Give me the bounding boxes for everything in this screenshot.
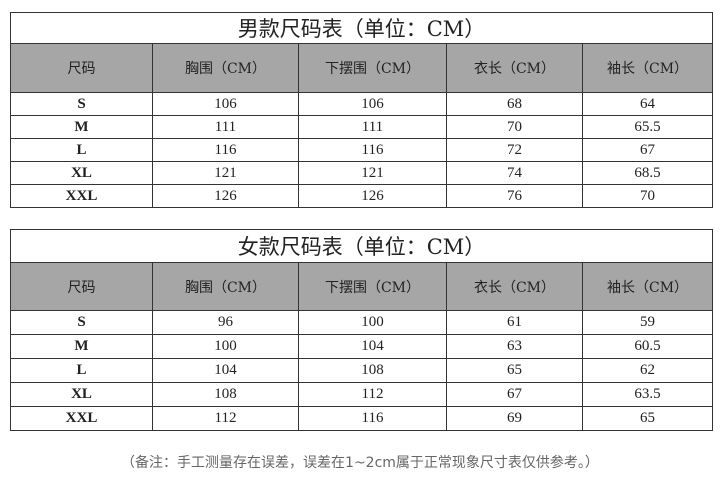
men-header-row: 尺码 胸围（CM） 下摆围（CM） 衣长（CM） 袖长（CM） xyxy=(10,43,714,93)
measurement-cell: 70 xyxy=(581,184,714,208)
measurement-cell: 100 xyxy=(298,310,447,335)
men-size-table: 男款尺码表（单位：CM） 尺码 胸围（CM） 下摆围（CM） 衣长（CM） 袖长（CM）… xyxy=(9,12,714,208)
measurement-cell: 59 xyxy=(581,310,714,335)
measurement-cell: 69 xyxy=(446,406,583,431)
table-row: M 111 111 70 65.5 xyxy=(10,115,714,139)
table-row: XL 121 121 74 68.5 xyxy=(10,161,714,185)
footnote: （备注：手工测量存在误差，误差在1~2cm属于正常现象尺寸表仅供参考。） xyxy=(121,455,599,471)
measurement-cell: 111 xyxy=(298,115,447,139)
column-header: 尺码 xyxy=(10,262,153,311)
women-table-title: 女款尺码表（单位：CM） xyxy=(9,229,714,263)
measurement-cell: 112 xyxy=(298,382,447,407)
size-cell: M xyxy=(10,115,153,139)
size-cell: M xyxy=(10,334,153,359)
size-cell: XL xyxy=(10,161,153,185)
measurement-cell: 106 xyxy=(298,92,447,116)
measurement-cell: 116 xyxy=(152,138,299,162)
women-header-row: 尺码 胸围（CM） 下摆围（CM） 衣长（CM） 袖长（CM） xyxy=(10,262,714,311)
size-cell: L xyxy=(10,138,153,162)
column-header: 衣长（CM） xyxy=(446,43,583,93)
column-header: 袖长（CM） xyxy=(581,262,714,311)
measurement-cell: 74 xyxy=(446,161,583,185)
women-size-table: 女款尺码表（单位：CM） 尺码 胸围（CM） 下摆围（CM） 衣长（CM） 袖长（CM）… xyxy=(9,229,714,431)
column-header: 袖长（CM） xyxy=(581,43,714,93)
table-row: XXL 112 116 69 65 xyxy=(10,406,714,431)
measurement-cell: 64 xyxy=(581,92,714,116)
table-row: XL 108 112 67 63.5 xyxy=(10,382,714,407)
column-header: 下摆围（CM） xyxy=(298,43,447,93)
size-cell: S xyxy=(10,92,153,116)
column-header: 胸围（CM） xyxy=(152,262,299,311)
measurement-cell: 67 xyxy=(581,138,714,162)
measurement-cell: 108 xyxy=(152,382,299,407)
measurement-cell: 70 xyxy=(446,115,583,139)
measurement-cell: 112 xyxy=(152,406,299,431)
column-header: 尺码 xyxy=(10,43,153,93)
measurement-cell: 65 xyxy=(581,406,714,431)
measurement-cell: 96 xyxy=(152,310,299,335)
table-row: S 96 100 61 59 xyxy=(10,310,714,335)
table-row: S 106 106 68 64 xyxy=(10,92,714,116)
measurement-cell: 106 xyxy=(152,92,299,116)
size-cell: S xyxy=(10,310,153,335)
measurement-cell: 100 xyxy=(152,334,299,359)
size-cell: XXL xyxy=(10,184,153,208)
measurement-cell: 108 xyxy=(298,358,447,383)
measurement-cell: 121 xyxy=(152,161,299,185)
measurement-cell: 126 xyxy=(152,184,299,208)
size-cell: XL xyxy=(10,382,153,407)
measurement-cell: 116 xyxy=(298,138,447,162)
table-row: XXL 126 126 76 70 xyxy=(10,184,714,208)
measurement-cell: 65 xyxy=(446,358,583,383)
table-row: M 100 104 63 60.5 xyxy=(10,334,714,359)
measurement-cell: 126 xyxy=(298,184,447,208)
measurement-cell: 63.5 xyxy=(581,382,714,407)
measurement-cell: 116 xyxy=(298,406,447,431)
table-row: L 116 116 72 67 xyxy=(10,138,714,162)
measurement-cell: 68.5 xyxy=(581,161,714,185)
measurement-cell: 121 xyxy=(298,161,447,185)
measurement-cell: 104 xyxy=(152,358,299,383)
measurement-cell: 65.5 xyxy=(581,115,714,139)
measurement-cell: 63 xyxy=(446,334,583,359)
column-header: 胸围（CM） xyxy=(152,43,299,93)
men-table-title: 男款尺码表（单位：CM） xyxy=(9,12,714,44)
measurement-cell: 62 xyxy=(581,358,714,383)
column-header: 下摆围（CM） xyxy=(298,262,447,311)
measurement-cell: 111 xyxy=(152,115,299,139)
measurement-cell: 60.5 xyxy=(581,334,714,359)
column-header: 衣长（CM） xyxy=(446,262,583,311)
measurement-cell: 67 xyxy=(446,382,583,407)
measurement-cell: 76 xyxy=(446,184,583,208)
size-cell: XXL xyxy=(10,406,153,431)
table-row: L 104 108 65 62 xyxy=(10,358,714,383)
measurement-cell: 61 xyxy=(446,310,583,335)
measurement-cell: 68 xyxy=(446,92,583,116)
size-cell: L xyxy=(10,358,153,383)
measurement-cell: 104 xyxy=(298,334,447,359)
measurement-cell: 72 xyxy=(446,138,583,162)
